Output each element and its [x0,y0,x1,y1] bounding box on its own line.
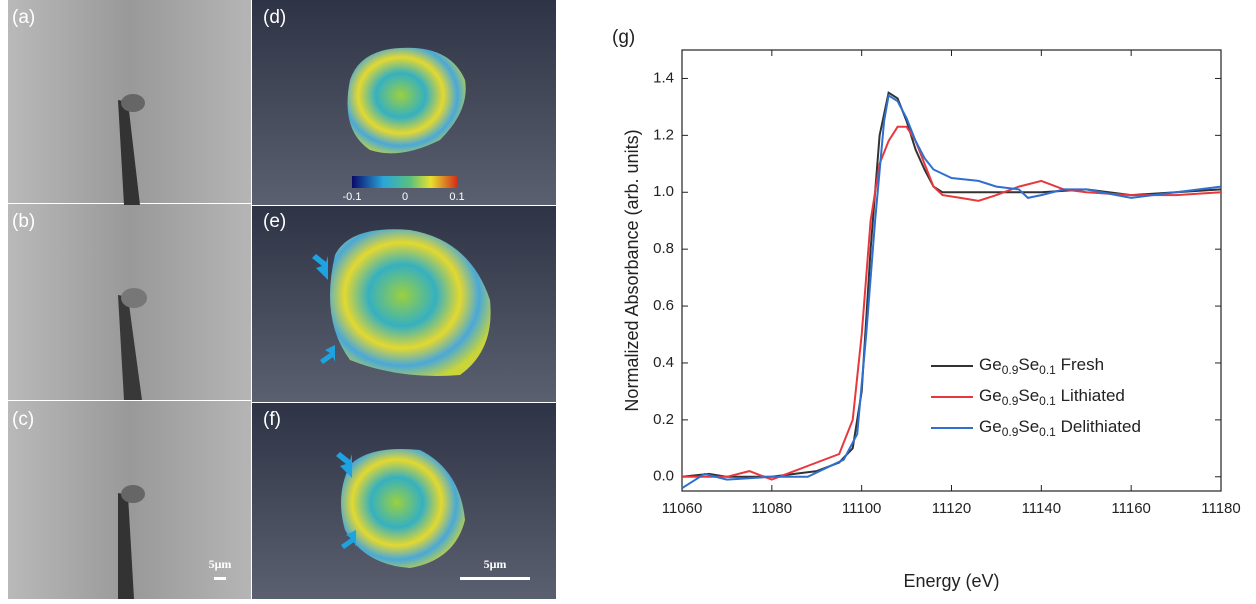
particle-3d [347,47,466,154]
particle-3d [341,449,465,568]
needle [118,100,140,205]
needle [118,295,142,400]
chart-title: (g) [612,27,635,48]
panel-label: (d) [263,7,286,28]
tomo-panels: 5μm [252,0,556,599]
arrow [341,530,356,549]
x-tick-label: 11060 [662,500,703,517]
colorbar [352,176,457,188]
colorbar-tick-label: 0 [402,191,408,203]
y-tick-label: 0.0 [653,468,674,485]
scale-bar [460,577,530,580]
panel-label: (b) [12,211,35,232]
y-tick-label: 0.6 [653,297,674,314]
legend-label: Ge0.9Se0.1 Delithiated [979,417,1141,439]
legend-label: Ge0.9Se0.1 Fresh [979,355,1104,377]
arrow [320,345,335,364]
y-tick-label: 0.2 [653,411,674,428]
particle [121,94,145,112]
y-axis-label: Normalized Absorbance (arb. units) [622,129,642,411]
x-tick-label: 11180 [1201,500,1241,517]
arrow [336,452,352,478]
arrow [312,254,328,280]
y-tick-label: 1.4 [653,69,674,86]
particle [121,288,147,308]
scale-bar-label: 5μm [484,557,507,571]
series-line [681,93,1222,490]
x-tick-label: 11160 [1111,500,1151,517]
series-line [682,125,1222,481]
colorbar-tick-label: -0.1 [343,191,362,203]
y-tick-label: 1.0 [653,183,674,200]
sem-panels: 5μm [8,0,251,599]
panel-label: (c) [12,409,34,430]
scale-bar [214,577,226,580]
panel-label: (e) [263,211,286,232]
x-tick-label: 11120 [932,500,972,517]
x-tick-label: 11100 [842,500,882,517]
y-tick-label: 0.8 [653,240,674,257]
y-tick-label: 0.4 [653,354,674,371]
legend-label: Ge0.9Se0.1 Lithiated [979,386,1125,408]
panel-label: (f) [263,409,281,430]
particle [121,485,145,503]
scale-bar-label: 5μm [209,557,232,571]
x-axis-label: Energy (eV) [903,571,999,591]
x-tick-label: 11140 [1022,500,1062,517]
panel-label: (a) [12,7,35,28]
particle-3d [330,229,491,376]
colorbar-tick-label: 0.1 [449,191,464,203]
needle [118,493,134,599]
y-tick-label: 1.2 [653,126,674,143]
x-tick-label: 11080 [752,500,793,517]
arrows [312,254,356,549]
